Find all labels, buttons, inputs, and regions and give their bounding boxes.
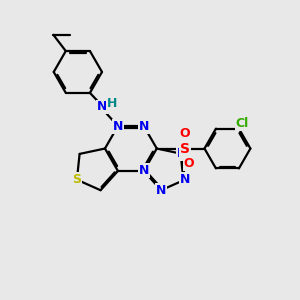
- Text: N: N: [156, 184, 166, 197]
- Text: N: N: [180, 173, 190, 186]
- Text: S: S: [72, 173, 81, 186]
- Text: N: N: [113, 120, 123, 133]
- Text: S: S: [180, 142, 190, 155]
- Text: N: N: [139, 120, 149, 133]
- Text: O: O: [179, 127, 190, 140]
- Text: O: O: [184, 157, 194, 170]
- Text: H: H: [107, 97, 117, 110]
- Text: Cl: Cl: [236, 117, 249, 130]
- Text: N: N: [177, 147, 187, 161]
- Text: N: N: [139, 164, 149, 178]
- Text: N: N: [97, 100, 107, 113]
